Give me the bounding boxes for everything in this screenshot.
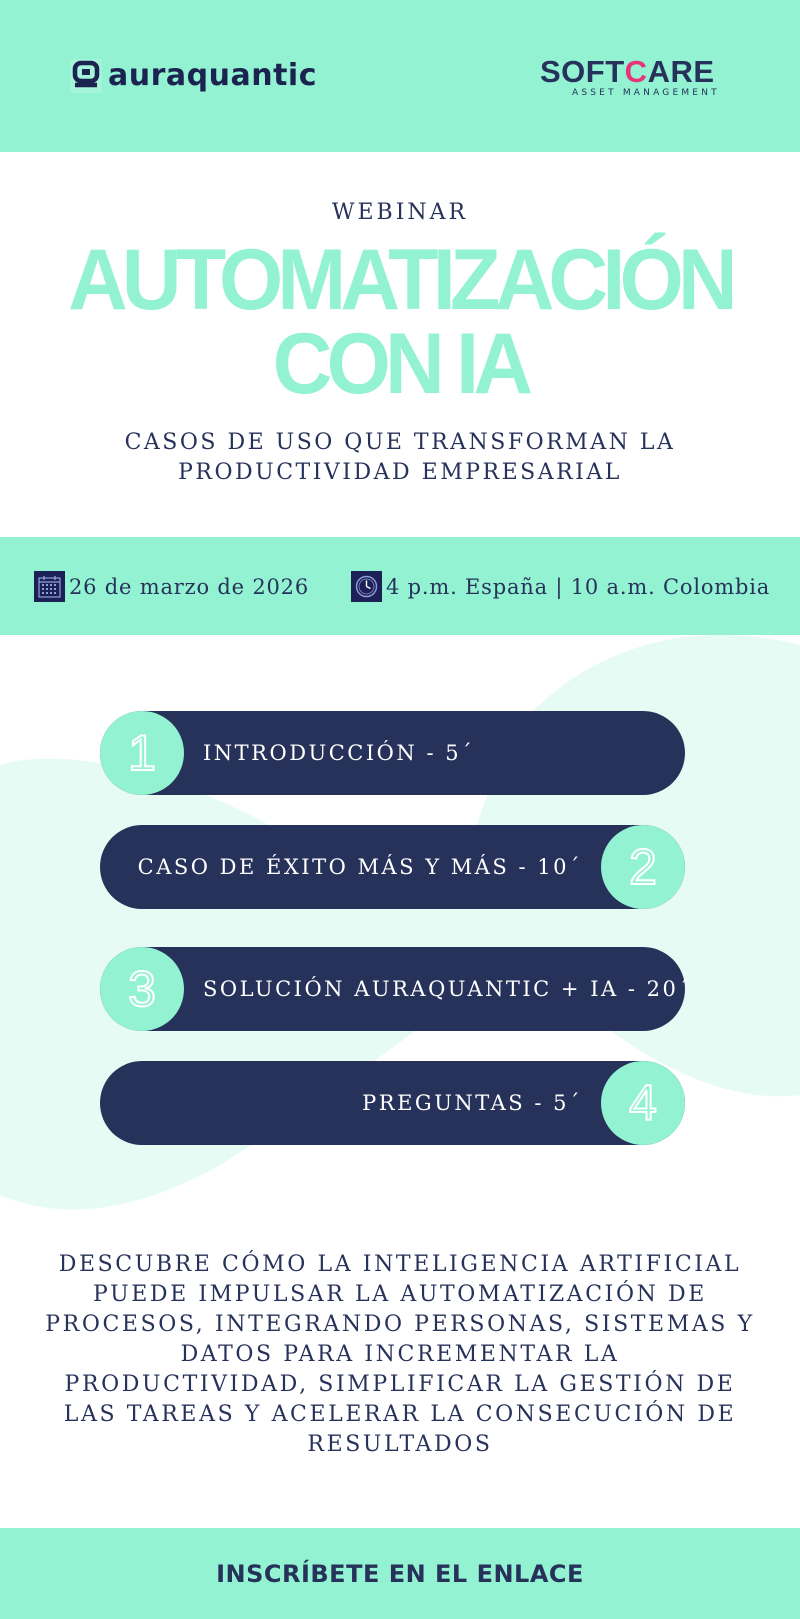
event-time-text: 4 p.m. España | 10 a.m. Colombia <box>386 574 771 599</box>
calendar-icon <box>34 571 65 602</box>
header-band: auraquantic SOFTCARE ASSET MANAGEMENT <box>0 0 800 152</box>
agenda-item-2: 2 CASO DE ÉXITO MÁS Y MÁS - 10´ <box>100 825 685 909</box>
title-line-1: AUTOMATIZACIÓN <box>68 232 738 328</box>
subtitle: CASOS DE USO QUE TRANSFORMAN LA PRODUCTI… <box>124 430 676 485</box>
register-cta[interactable]: INSCRÍBETE EN EL ENLACE <box>216 1559 584 1588</box>
agenda-item-3: 3 SOLUCIÓN AURAQUANTIC + IA - 20´ <box>100 947 689 1031</box>
agenda-item-label: PREGUNTAS - 5´ <box>362 1091 582 1115</box>
agenda-item-label: SOLUCIÓN AURAQUANTIC + IA - 20´ <box>203 977 692 1001</box>
page-title: AUTOMATIZACIÓN CON IA <box>16 232 784 412</box>
softcare-logo: SOFTCARE ASSET MANAGEMENT <box>540 56 740 98</box>
agenda-number-badge: 1 <box>100 711 184 795</box>
agenda-number-badge: 2 <box>601 825 685 909</box>
clock-icon <box>351 571 382 602</box>
auraquantic-logo-text: auraquantic <box>108 58 317 93</box>
footer-band[interactable]: INSCRÍBETE EN EL ENLACE <box>0 1528 800 1619</box>
webinar-kicker: WEBINAR <box>331 200 469 225</box>
event-info-band: 26 de marzo de 2026 4 p.m. España | 10 a… <box>0 537 800 635</box>
event-date-text: 26 de marzo de 2026 <box>69 574 309 599</box>
agenda-item-4: 4 PREGUNTAS - 5´ <box>100 1061 685 1145</box>
agenda-item-label: INTRODUCCIÓN - 5´ <box>203 741 475 765</box>
agenda-number-badge: 3 <box>100 947 184 1031</box>
event-date: 26 de marzo de 2026 <box>34 571 309 602</box>
agenda-item-label: CASO DE ÉXITO MÁS Y MÁS - 10´ <box>137 855 582 879</box>
description: DESCUBRE CÓMO LA INTELIGENCIA ARTIFICIAL… <box>45 1252 755 1457</box>
event-time: 4 p.m. España | 10 a.m. Colombia <box>351 571 770 602</box>
title-line-2: CON IA <box>272 316 533 412</box>
softcare-logo-text: SOFTCARE <box>540 54 715 89</box>
auraquantic-logo-icon <box>70 58 102 93</box>
agenda-number-badge: 4 <box>601 1061 685 1145</box>
softcare-logo-subtitle: ASSET MANAGEMENT <box>572 88 720 98</box>
agenda-item-1: 1 INTRODUCCIÓN - 5´ <box>100 711 685 795</box>
auraquantic-logo: auraquantic <box>70 58 317 93</box>
